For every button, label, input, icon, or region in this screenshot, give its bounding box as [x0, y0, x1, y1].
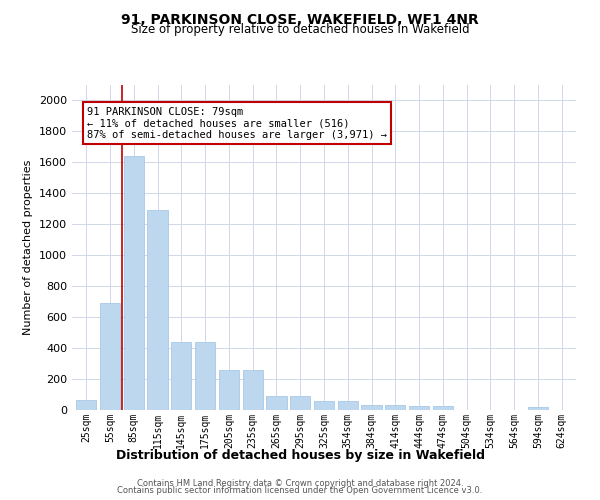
Bar: [338, 402, 358, 410]
Bar: [195, 342, 215, 410]
Bar: [385, 404, 406, 410]
Y-axis label: Number of detached properties: Number of detached properties: [23, 160, 34, 335]
Text: Contains public sector information licensed under the Open Government Licence v3: Contains public sector information licen…: [118, 486, 482, 495]
Bar: [76, 400, 97, 410]
Bar: [219, 370, 239, 410]
Bar: [409, 406, 429, 410]
Text: 91, PARKINSON CLOSE, WAKEFIELD, WF1 4NR: 91, PARKINSON CLOSE, WAKEFIELD, WF1 4NR: [121, 12, 479, 26]
Bar: [314, 402, 334, 410]
Bar: [266, 396, 287, 410]
Bar: [171, 342, 191, 410]
Bar: [148, 210, 167, 410]
Bar: [242, 370, 263, 410]
Bar: [100, 303, 120, 410]
Text: 91 PARKINSON CLOSE: 79sqm
← 11% of detached houses are smaller (516)
87% of semi: 91 PARKINSON CLOSE: 79sqm ← 11% of detac…: [87, 106, 387, 140]
Text: Distribution of detached houses by size in Wakefield: Distribution of detached houses by size …: [115, 448, 485, 462]
Bar: [124, 156, 144, 410]
Bar: [290, 396, 310, 410]
Bar: [528, 407, 548, 410]
Text: Contains HM Land Registry data © Crown copyright and database right 2024.: Contains HM Land Registry data © Crown c…: [137, 478, 463, 488]
Bar: [361, 404, 382, 410]
Text: Size of property relative to detached houses in Wakefield: Size of property relative to detached ho…: [131, 22, 469, 36]
Bar: [433, 406, 453, 410]
